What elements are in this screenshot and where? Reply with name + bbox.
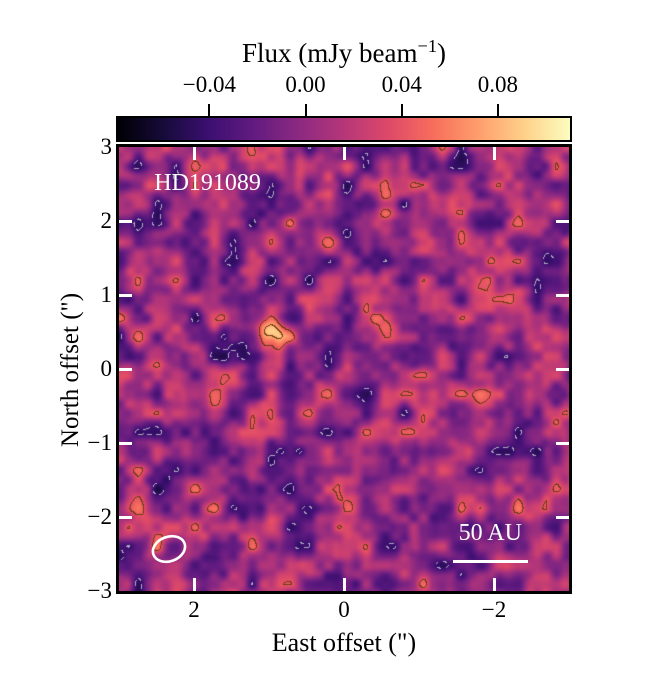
y-tick-label: 2 (100, 208, 113, 233)
y-tick-label: 3 (100, 134, 113, 159)
inner-tick-left (119, 515, 132, 519)
source-label: HD191089 (154, 170, 261, 196)
colorbar-tick-label: 0.04 (381, 72, 422, 97)
inner-tick-left (119, 441, 132, 445)
inner-tick-top (342, 147, 346, 160)
colorbar-title-end: ) (437, 38, 447, 68)
x-tick-label: 2 (188, 597, 200, 622)
colorbar-tick-label: 0.08 (477, 72, 518, 97)
colorbar-tick-label: −0.04 (182, 72, 236, 97)
plot-area: HD191089 50 AU (116, 144, 572, 594)
x-tick-label: 0 (338, 597, 350, 622)
inner-tick-right (556, 515, 569, 519)
inner-tick-bottom (342, 578, 346, 591)
inner-tick-right (556, 293, 569, 297)
y-axis-label: North offset (") (57, 292, 84, 448)
colorbar-title: Flux (mJy beam−1) (119, 36, 569, 69)
y-tick-label: −2 (87, 504, 112, 529)
scalebar-line (452, 559, 528, 563)
y-tick-label: 1 (100, 282, 113, 307)
inner-tick-top (492, 147, 496, 160)
inner-tick-left (119, 367, 132, 371)
colorbar-tick (208, 104, 211, 116)
y-tick-label: 0 (100, 356, 113, 381)
noise-map-canvas (119, 147, 569, 591)
beam-ellipse (151, 534, 187, 563)
y-tick-label: −1 (87, 430, 112, 455)
colorbar-title-main: Flux (mJy beam (241, 38, 418, 68)
inner-tick-bottom (192, 578, 196, 591)
inner-tick-left (119, 293, 132, 297)
scalebar-label: 50 AU (458, 520, 522, 547)
inner-tick-top (192, 147, 196, 160)
colorbar-tick (400, 104, 403, 116)
y-tick-label: −3 (87, 578, 112, 603)
inner-tick-bottom (492, 578, 496, 591)
inner-tick-right (556, 441, 569, 445)
colorbar-title-exponent: −1 (417, 36, 438, 56)
x-tick-label: −2 (481, 597, 507, 622)
colorbar (116, 116, 572, 142)
colorbar-tick (496, 104, 499, 116)
inner-tick-left (119, 219, 132, 223)
x-axis-label: East offset (") (271, 628, 417, 657)
inner-tick-right (556, 367, 569, 371)
colorbar-tick (304, 104, 307, 116)
inner-tick-right (556, 219, 569, 223)
colorbar-tick-label: 0.00 (285, 72, 326, 97)
